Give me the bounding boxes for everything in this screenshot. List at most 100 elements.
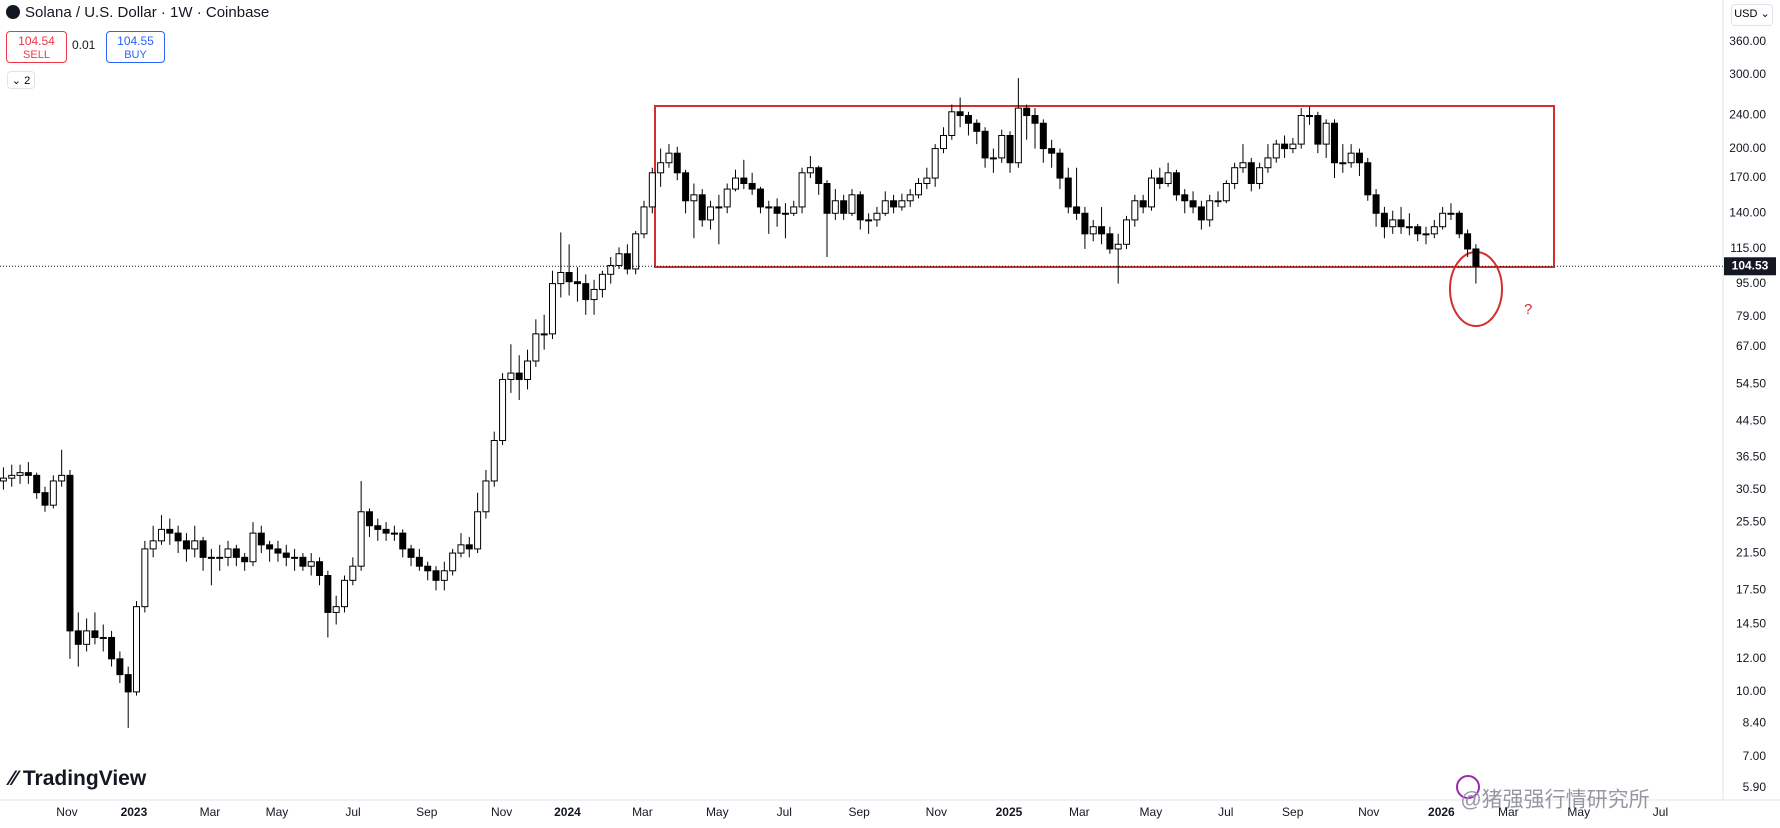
x-tick-label: Jul: [777, 805, 792, 819]
y-tick-label: 360.00: [1729, 34, 1766, 48]
y-tick-label: 44.50: [1736, 413, 1766, 427]
candle-body: [573, 281, 581, 285]
candle-body: [16, 472, 24, 476]
candle-body: [1172, 172, 1180, 196]
y-tick-label: 21.50: [1736, 545, 1766, 559]
candle-body: [399, 532, 407, 550]
candle-body: [1389, 219, 1397, 228]
x-tick-label: Mar: [200, 805, 221, 819]
x-tick-label: 2025: [996, 805, 1023, 819]
candle-body: [1364, 162, 1372, 196]
candle-body: [149, 540, 157, 550]
indicators-toggle[interactable]: ⌄ 2: [7, 71, 35, 89]
y-tick-label: 5.90: [1743, 780, 1767, 794]
buy-button[interactable]: 104.55 BUY: [106, 31, 165, 63]
x-tick-label: Mar: [1498, 805, 1519, 819]
candle-body: [740, 177, 748, 184]
x-tick-label: Jul: [345, 805, 360, 819]
x-tick-label: 2026: [1428, 805, 1455, 819]
candle-body: [174, 532, 182, 542]
candle-body: [432, 570, 440, 581]
candle-body: [798, 172, 806, 208]
candle-body: [1256, 167, 1264, 184]
candle-body: [465, 544, 473, 550]
candle-body: [623, 253, 631, 270]
candle-body: [632, 233, 640, 270]
candle-body: [307, 561, 315, 567]
candle-body: [1206, 200, 1214, 221]
candle-body: [382, 528, 390, 534]
candle-body: [1214, 200, 1222, 203]
candle-body: [898, 200, 906, 208]
y-tick-label: 115.00: [1730, 241, 1766, 255]
sell-label: SELL: [23, 49, 50, 61]
candle-body: [1347, 152, 1355, 164]
candle-body: [1098, 226, 1106, 235]
candle-body: [1081, 212, 1089, 235]
candle-body: [648, 172, 656, 208]
sell-button[interactable]: 104.54 SELL: [6, 31, 67, 63]
candle-body: [998, 134, 1006, 159]
candle-body: [324, 574, 332, 613]
candle-body: [474, 511, 482, 550]
candle-body: [91, 630, 99, 638]
candle-body: [1147, 177, 1155, 208]
y-tick-label: 12.00: [1736, 651, 1766, 665]
candle-body: [856, 194, 864, 221]
currency-button[interactable]: USD ⌄: [1731, 4, 1773, 26]
candle-body: [840, 200, 848, 214]
candle-body: [1430, 226, 1438, 235]
candle-body: [0, 477, 7, 482]
candle-body: [540, 333, 548, 336]
symbol-header[interactable]: Solana / U.S. Dollar · 1W · Coinbase: [6, 4, 269, 21]
candle-body: [890, 200, 898, 208]
y-tick-label: 140.00: [1729, 205, 1766, 219]
candle-body: [1272, 143, 1280, 159]
candle-body: [1139, 200, 1147, 208]
x-tick-label: Nov: [56, 805, 77, 819]
candle-body: [24, 472, 32, 476]
candle-body: [831, 200, 839, 214]
candle-body: [1247, 162, 1255, 184]
candle-body: [1064, 177, 1072, 208]
candle-body: [823, 182, 831, 214]
candle-body: [266, 544, 274, 550]
candle-body: [332, 606, 340, 613]
candle-body: [33, 474, 41, 494]
candle-body: [182, 540, 190, 550]
candle-body: [224, 548, 232, 558]
candle-body: [482, 480, 490, 513]
x-tick-label: Jul: [1218, 805, 1233, 819]
candle-body: [981, 130, 989, 159]
candle-body: [939, 134, 947, 150]
candle-body: [989, 157, 997, 160]
y-tick-label: 17.50: [1736, 583, 1766, 597]
candle-body: [457, 544, 465, 554]
y-tick-label: 67.00: [1736, 339, 1766, 353]
candle-body: [490, 439, 498, 482]
candle-body: [216, 556, 224, 559]
candle-body: [732, 177, 739, 190]
y-tick-label: 30.50: [1736, 482, 1766, 496]
candle-body: [8, 474, 16, 479]
candle-body: [1330, 122, 1338, 164]
candle-body: [590, 288, 598, 301]
candle-body: [108, 636, 116, 660]
candle-body: [424, 565, 432, 572]
candle-body: [1414, 226, 1422, 235]
candle-body: [1297, 115, 1305, 145]
y-tick-label: 10.00: [1736, 684, 1766, 698]
candle-body: [1455, 212, 1463, 235]
candle-body: [349, 565, 357, 581]
candle-body: [906, 194, 914, 202]
lightning-icon[interactable]: [1456, 775, 1480, 799]
candle-body: [407, 548, 415, 558]
candle-body: [881, 200, 889, 214]
candle-body: [299, 556, 307, 567]
candle-body: [1181, 194, 1189, 202]
candle-body: [1322, 122, 1330, 145]
candle-body: [806, 167, 814, 174]
candle-body: [640, 206, 648, 235]
candle-body: [1339, 162, 1347, 165]
